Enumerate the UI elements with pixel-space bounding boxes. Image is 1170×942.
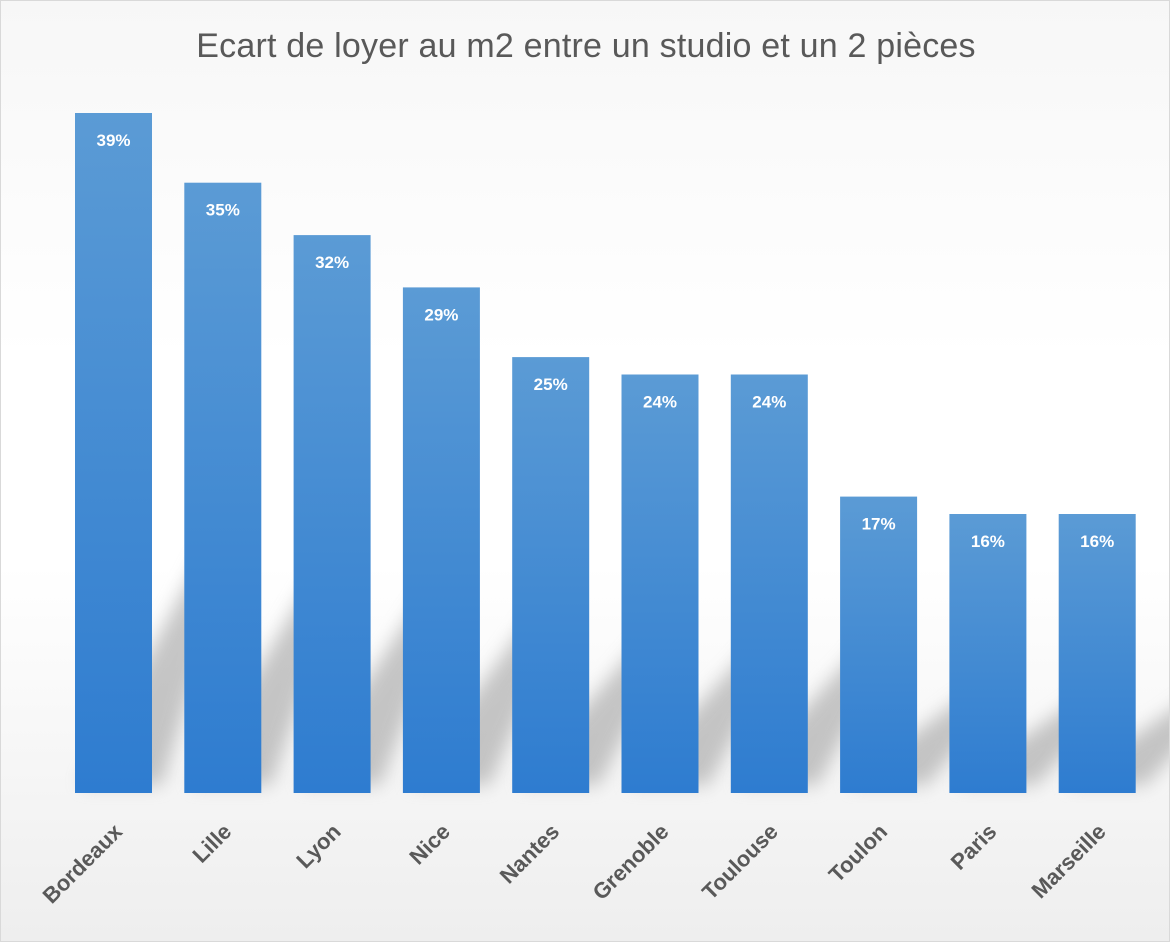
x-tick-label-nice: Nice: [404, 819, 455, 870]
bar-marseille: [1058, 514, 1136, 793]
data-label-nantes: 25%: [534, 375, 568, 394]
bar-toulon: [840, 496, 918, 793]
x-tick-label-paris: Paris: [946, 819, 1002, 875]
data-label-lille: 35%: [206, 201, 240, 220]
data-label-paris: 16%: [971, 532, 1005, 551]
chart-title: Ecart de loyer au m2 entre un studio et …: [196, 27, 976, 65]
value-labels: 39% 35% 32% 29% 25% 24% 24% 17% 16% 16%: [96, 131, 1114, 551]
x-tick-label-toulon: Toulon: [824, 819, 892, 887]
x-tick-label-lille: Lille: [188, 819, 237, 868]
x-tick-label-lyon: Lyon: [291, 819, 345, 873]
data-label-lyon: 32%: [315, 253, 349, 272]
x-tick-labels: Bordeaux Lille Lyon Nice Nantes Grenoble Toulo…: [38, 818, 1111, 908]
bar-paris: [949, 514, 1027, 793]
bar-lille: [184, 182, 262, 793]
x-tick-label-toulouse: Toulouse: [697, 819, 783, 905]
data-label-bordeaux: 39%: [96, 131, 130, 150]
data-label-nice: 29%: [424, 305, 458, 324]
data-label-toulon: 17%: [862, 515, 896, 534]
x-tick-label-bordeaux: Bordeaux: [38, 818, 128, 908]
x-tick-label-nantes: Nantes: [495, 819, 565, 889]
x-tick-label-grenoble: Grenoble: [588, 819, 674, 905]
bar-bordeaux: [75, 113, 152, 793]
bars: [75, 113, 1136, 794]
bar-toulouse: [730, 374, 808, 793]
data-label-toulouse: 24%: [752, 393, 786, 412]
data-label-grenoble: 24%: [643, 393, 677, 412]
bar-nice: [402, 287, 480, 793]
bar-nantes: [512, 357, 590, 793]
bar-grenoble: [621, 374, 699, 793]
x-tick-label-marseille: Marseille: [1026, 819, 1110, 903]
data-label-marseille: 16%: [1080, 532, 1114, 551]
bar-lyon: [293, 235, 371, 794]
